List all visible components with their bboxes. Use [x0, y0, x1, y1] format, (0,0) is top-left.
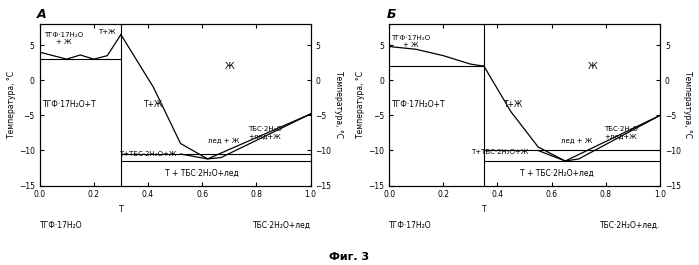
Text: ТГФ·17H₂O
+ Ж: ТГФ·17H₂O + Ж — [391, 35, 431, 48]
Y-axis label: Температура, °C: Температура, °C — [683, 71, 692, 138]
Text: ТГФ·17H₂O: ТГФ·17H₂O — [40, 221, 82, 230]
Text: Ж: Ж — [588, 62, 597, 71]
Text: ТГФ·17H₂O
+ Ж: ТГФ·17H₂O + Ж — [45, 32, 84, 45]
Text: Фиг. 3: Фиг. 3 — [329, 252, 370, 262]
Text: ТБС·2H₂O+лед.: ТБС·2H₂O+лед. — [600, 221, 660, 230]
Text: Т+Ж: Т+Ж — [504, 100, 524, 109]
Text: ТГФ·17H₂O+Т: ТГФ·17H₂O+Т — [392, 100, 446, 109]
Text: лед + Ж: лед + Ж — [561, 137, 593, 143]
Text: лед + Ж: лед + Ж — [208, 137, 239, 143]
Text: Т + ТБС·2H₂O+лед: Т + ТБС·2H₂O+лед — [520, 169, 594, 178]
Text: ТБС·2H₂O
+лед+Ж: ТБС·2H₂O +лед+Ж — [604, 126, 637, 139]
Text: Т+ТБС·2H₂O+Ж: Т+ТБС·2H₂O+Ж — [472, 149, 529, 155]
Y-axis label: Температура, °C: Температура, °C — [356, 71, 366, 138]
Text: Ж: Ж — [224, 62, 234, 71]
Text: ТБС·2H₂O
+лед+Ж: ТБС·2H₂O +лед+Ж — [247, 126, 282, 139]
Text: Т+ТБС·2H₂O+Ж: Т+ТБС·2H₂O+Ж — [120, 151, 177, 157]
Text: А: А — [37, 8, 47, 21]
Text: Т+Ж: Т+Ж — [99, 29, 116, 36]
Text: Т + ТБС·2H₂O+лед: Т + ТБС·2H₂O+лед — [165, 169, 239, 178]
Text: Т+Ж: Т+Ж — [144, 100, 163, 109]
Text: Б: Б — [387, 8, 396, 21]
Y-axis label: Температура, °C: Температура, °C — [7, 71, 16, 138]
Y-axis label: Температура, °C: Температура, °C — [333, 71, 343, 138]
Text: ТГФ·17H₂O: ТГФ·17H₂O — [389, 221, 432, 230]
Text: ТБС·2H₂O+лед: ТБС·2H₂O+лед — [252, 221, 310, 230]
Text: T: T — [119, 205, 123, 214]
Text: T: T — [482, 205, 487, 214]
Text: ТГФ·17H₂O+Т: ТГФ·17H₂O+Т — [43, 100, 96, 109]
